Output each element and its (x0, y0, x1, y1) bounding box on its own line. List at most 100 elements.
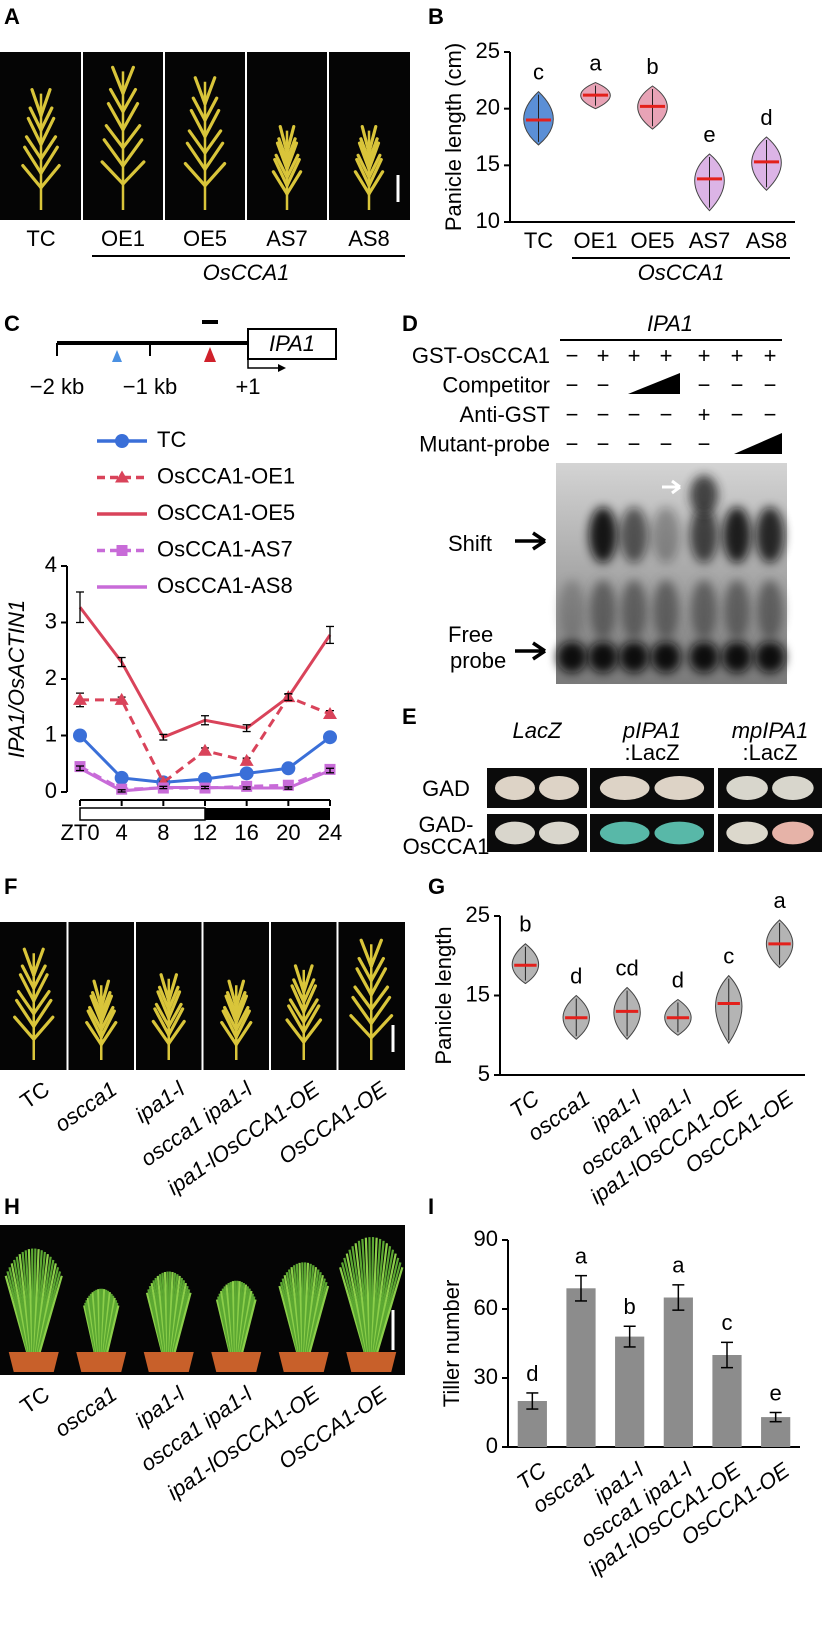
panicle-branch (32, 989, 51, 1016)
panicle-branch (88, 1005, 103, 1032)
panicle-branch (227, 979, 238, 1009)
column-header: :LacZ (742, 740, 797, 765)
legend-label: TC (157, 427, 186, 452)
panicle-branch (277, 137, 289, 163)
panicle-branch (359, 137, 371, 163)
shift-band (652, 507, 680, 563)
panicle-branch (121, 65, 135, 96)
point (323, 707, 337, 720)
panicle-branch (121, 124, 142, 150)
shift-band (620, 507, 648, 563)
yeast-colony (772, 821, 814, 845)
y-axis-title: Panicle length (cm) (441, 43, 466, 231)
yeast-colony (599, 776, 650, 800)
plant-leaf (241, 1299, 257, 1353)
panicle-branch (32, 998, 53, 1029)
plant-leaf (370, 1237, 378, 1353)
panicle-branch (203, 96, 219, 122)
panicle-branch (39, 164, 61, 190)
panicle-branch (104, 124, 125, 150)
panicle-branch (273, 157, 289, 188)
point (73, 692, 87, 705)
panicle-branch (167, 985, 180, 1011)
panicle-branch (353, 170, 371, 196)
y-tick-label: 30 (474, 1364, 498, 1389)
yeast-colony (539, 776, 579, 800)
smear (691, 580, 717, 640)
panicle-branch (369, 956, 385, 983)
panicle-branch (234, 1020, 253, 1047)
panicle-branch (39, 106, 54, 132)
panicle-branch (111, 65, 125, 96)
panicle-branch (121, 138, 144, 168)
panicle-branch (102, 138, 125, 168)
panicle-branch (121, 101, 140, 132)
pot (278, 1352, 329, 1372)
panicle-branch (292, 978, 306, 1004)
plant-leaf (368, 1237, 372, 1353)
condition-label: Mutant-probe (419, 431, 550, 456)
bar (663, 1297, 693, 1447)
lane-sign: + (597, 343, 610, 368)
panicle-branch (99, 1020, 118, 1047)
panicle-branch (86, 1009, 103, 1039)
panicle-branch (369, 938, 383, 968)
y-tick-label: 5 (478, 1061, 490, 1086)
photo-label: OE1 (101, 226, 145, 251)
probe-mark (202, 320, 218, 324)
significance-letter: a (575, 1243, 588, 1268)
lane-sign: − (764, 402, 777, 427)
lane-sign: − (731, 402, 744, 427)
gene-name: IPA1 (269, 331, 315, 356)
x-tick-label: OE5 (630, 228, 674, 253)
panel-letter: D (402, 311, 418, 336)
dark-period (205, 808, 330, 820)
significance-letter: d (526, 1361, 538, 1386)
panicle-branch (85, 1020, 103, 1047)
x-tick-label: 8 (157, 820, 169, 845)
probe-title: IPA1 (647, 311, 693, 336)
point (114, 692, 129, 705)
y-tick-label: 15 (476, 151, 500, 176)
free-probe-band (588, 641, 618, 673)
panicle-branch (355, 967, 373, 997)
panicle-branch (99, 1009, 116, 1039)
point (198, 772, 212, 787)
band-label: probe (450, 648, 506, 673)
y-tick-label: 3 (45, 608, 57, 633)
y-tick-label: 0 (486, 1433, 498, 1458)
panicle-branch (367, 153, 382, 179)
y-tick-label: 25 (476, 38, 500, 63)
panicle-branch (203, 162, 227, 188)
lane-sign: + (698, 402, 711, 427)
panicle-branch (24, 135, 43, 161)
significance-letter: e (770, 1380, 782, 1405)
lane-sign: − (698, 372, 711, 397)
row-label: GAD- (419, 812, 474, 837)
yeast-colony (539, 821, 579, 845)
lane-sign: − (628, 431, 641, 456)
panicle-branch (99, 991, 112, 1017)
pot (346, 1352, 397, 1372)
panicle-branch (367, 170, 385, 196)
panicle-branch (224, 994, 238, 1024)
panicle-branch (157, 985, 171, 1011)
point (198, 743, 212, 756)
y-tick-label: 20 (476, 94, 500, 119)
panicle-branch (285, 1018, 306, 1044)
photo-label: AS7 (266, 226, 308, 251)
free-probe-band (557, 641, 587, 673)
panicle-branch (225, 991, 238, 1017)
panicle-branch (185, 141, 207, 171)
panicle-branch (357, 141, 371, 171)
panicle-branch (121, 87, 138, 114)
panicle-branch (151, 1019, 171, 1046)
lane-sign: − (660, 402, 673, 427)
panicle-branch (367, 157, 383, 188)
tss-arrowhead (278, 364, 286, 372)
panel-letter: I (428, 1194, 434, 1219)
panicle-branch (106, 101, 125, 132)
panicle-branch (367, 137, 379, 163)
panel-letter: E (402, 704, 417, 729)
mutant-ramp (734, 433, 782, 454)
